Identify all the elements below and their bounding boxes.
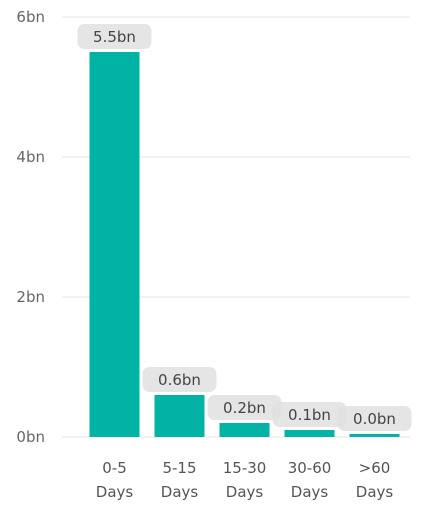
y-tick-label: 0bn	[16, 428, 45, 446]
data-label-background	[207, 395, 282, 420]
data-label-text: 0.0bn	[353, 410, 396, 428]
data-label-text: 0.6bn	[158, 371, 201, 389]
data-label: 0.2bn	[207, 395, 282, 420]
data-label-background	[77, 24, 152, 49]
data-labels: 5.5bn 0.6bn 0.2bn 0.1bn 0.0bn	[77, 24, 412, 431]
bar	[284, 430, 335, 437]
data-label-text: 0.1bn	[288, 406, 331, 424]
x-category-label: >60	[359, 459, 391, 477]
data-label: 0.6bn	[142, 367, 217, 392]
x-category-label: 5-15	[162, 459, 196, 477]
x-category-label: Days	[356, 483, 394, 501]
x-category-label: 15-30	[223, 459, 267, 477]
y-axis-ticks: 0bn 2bn 4bn 6bn	[16, 8, 45, 446]
y-tick-label: 2bn	[16, 288, 45, 306]
data-label: 5.5bn	[77, 24, 152, 49]
data-label-text: 5.5bn	[93, 28, 136, 46]
data-label-text: 0.2bn	[223, 399, 266, 417]
data-label: 0.1bn	[272, 402, 347, 427]
data-label-background	[337, 406, 412, 431]
bar	[349, 434, 400, 437]
x-category-label: 30-60	[288, 459, 332, 477]
bar	[89, 52, 140, 437]
y-tick-label: 6bn	[16, 8, 45, 26]
data-label: 0.0bn	[337, 406, 412, 431]
x-category-label: 0-5	[102, 459, 127, 477]
y-tick-label: 4bn	[16, 148, 45, 166]
data-label-background	[272, 402, 347, 427]
bar	[154, 395, 205, 437]
bars	[89, 52, 400, 437]
x-category-label: Days	[161, 483, 199, 501]
x-category-label: Days	[291, 483, 329, 501]
bar	[219, 423, 270, 437]
x-category-label: Days	[96, 483, 134, 501]
data-label-background	[142, 367, 217, 392]
x-category-label: Days	[226, 483, 264, 501]
x-axis-categories: 0-5 Days 5-15 Days 15-30 Days 30-60 Days >60 Days	[96, 459, 394, 501]
